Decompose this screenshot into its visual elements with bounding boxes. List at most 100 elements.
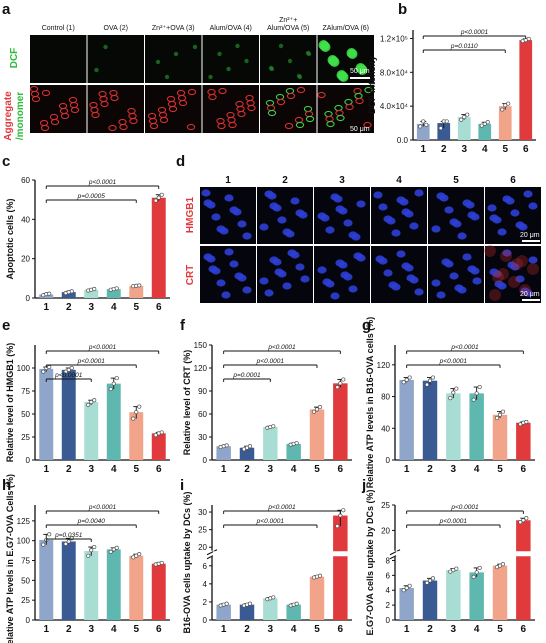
crt-signal bbox=[508, 276, 520, 288]
bar bbox=[263, 427, 278, 460]
bar bbox=[498, 106, 512, 140]
x-tick-label: 5 bbox=[497, 464, 503, 475]
data-point bbox=[500, 409, 506, 414]
row-label-monomer: /monomer bbox=[15, 92, 26, 140]
p-value-label: p=0.0005 bbox=[77, 193, 106, 200]
column-number: 6 bbox=[510, 175, 516, 186]
dcf-signal bbox=[217, 51, 222, 57]
data-point bbox=[338, 381, 343, 386]
nucleus bbox=[396, 196, 406, 204]
cell bbox=[100, 100, 109, 108]
nucleus bbox=[409, 222, 419, 230]
y-tick-label: 100 bbox=[17, 364, 31, 373]
data-point bbox=[479, 123, 484, 128]
data-point bbox=[137, 283, 142, 288]
dcf-signal bbox=[192, 44, 198, 50]
y-axis-label: Relative ATP levels in E.G7-OVA Cells (%… bbox=[5, 474, 15, 643]
data-point bbox=[404, 585, 409, 591]
data-point bbox=[137, 404, 142, 409]
p-value-label: p<0.0001 bbox=[450, 344, 479, 351]
chart-h: 0 25 50 75 100 125 1 2 3 4 5 6 p<0.0001 p=0.0040 p=0.0… bbox=[5, 474, 170, 643]
data-point bbox=[451, 390, 456, 395]
dcf-image bbox=[145, 35, 202, 83]
dcf-signal bbox=[103, 44, 108, 50]
data-point bbox=[521, 518, 526, 523]
dcf-image bbox=[87, 35, 144, 83]
cell bbox=[208, 93, 217, 101]
dcf-image bbox=[30, 35, 87, 83]
x-tick-label: 2 bbox=[66, 302, 72, 313]
x-tick-label: 6 bbox=[156, 464, 162, 475]
x-tick-label: 3 bbox=[451, 624, 457, 635]
nucleus bbox=[259, 277, 269, 285]
data-point bbox=[114, 545, 119, 550]
y-axis-label: Relative level of CRT (%) bbox=[182, 350, 192, 456]
data-point bbox=[114, 376, 119, 381]
aggregate-image bbox=[202, 85, 259, 133]
data-point bbox=[485, 120, 490, 125]
y-tick-label: 75 bbox=[21, 387, 30, 396]
data-point bbox=[294, 441, 299, 446]
data-point bbox=[271, 595, 276, 600]
cell bbox=[70, 106, 80, 114]
nucleus bbox=[290, 197, 300, 205]
x-tick-label: 4 bbox=[111, 624, 117, 635]
nucleus bbox=[441, 258, 451, 266]
x-tick-label: 1 bbox=[404, 464, 410, 475]
data-point bbox=[47, 532, 52, 537]
nucleus bbox=[391, 229, 401, 237]
crt-signal bbox=[527, 263, 539, 275]
p-value-label: p<0.0001 bbox=[450, 504, 479, 511]
nucleus bbox=[431, 279, 441, 287]
dcf-signal bbox=[297, 74, 303, 80]
bar bbox=[129, 412, 144, 460]
cell bbox=[119, 123, 128, 131]
crt-signal bbox=[511, 258, 523, 270]
nucleus bbox=[520, 287, 530, 295]
data-point bbox=[69, 365, 74, 371]
crt-signal bbox=[484, 245, 496, 257]
nucleus bbox=[208, 265, 218, 273]
y-tick-label: 30 bbox=[198, 508, 207, 517]
data-point bbox=[92, 286, 97, 292]
nucleus bbox=[502, 195, 512, 203]
dcf-signal bbox=[226, 66, 231, 72]
column-number: 2 bbox=[282, 175, 288, 186]
x-tick-label: 6 bbox=[521, 464, 527, 475]
cell bbox=[40, 124, 50, 132]
data-point bbox=[444, 119, 449, 124]
data-point bbox=[111, 547, 116, 552]
cell bbox=[284, 122, 294, 130]
x-tick-label: 2 bbox=[441, 144, 447, 155]
data-point bbox=[465, 112, 470, 117]
y-axis-label: B16-OVA cells uptake by DCs (%) bbox=[182, 491, 192, 633]
nucleus bbox=[467, 211, 477, 219]
y-tick-label: 90 bbox=[198, 387, 207, 396]
x-tick-label: 5 bbox=[502, 144, 508, 155]
data-point bbox=[401, 380, 406, 385]
cell bbox=[168, 105, 178, 113]
panel-label-a: a bbox=[2, 1, 11, 18]
cell bbox=[237, 110, 246, 118]
cell bbox=[217, 122, 226, 130]
nucleus bbox=[242, 286, 252, 294]
bar bbox=[106, 289, 121, 298]
y-axis-label: Apoptotic cells (%) bbox=[5, 198, 15, 279]
data-point bbox=[271, 424, 276, 429]
data-point bbox=[424, 580, 430, 585]
data-point bbox=[407, 583, 412, 588]
x-tick-label: 3 bbox=[88, 624, 94, 635]
x-tick-label: 3 bbox=[88, 302, 94, 313]
x-tick-label: 5 bbox=[497, 624, 503, 635]
crt-signal bbox=[489, 289, 501, 301]
nucleus bbox=[396, 250, 406, 258]
data-point bbox=[474, 391, 479, 396]
dcf-signal bbox=[357, 65, 368, 75]
bar bbox=[516, 520, 531, 620]
dcf-signal bbox=[94, 67, 99, 73]
bar bbox=[516, 422, 531, 460]
data-point bbox=[41, 542, 46, 547]
nucleus bbox=[274, 268, 284, 276]
y-tick-label: 4.0×10⁴ bbox=[380, 102, 409, 111]
